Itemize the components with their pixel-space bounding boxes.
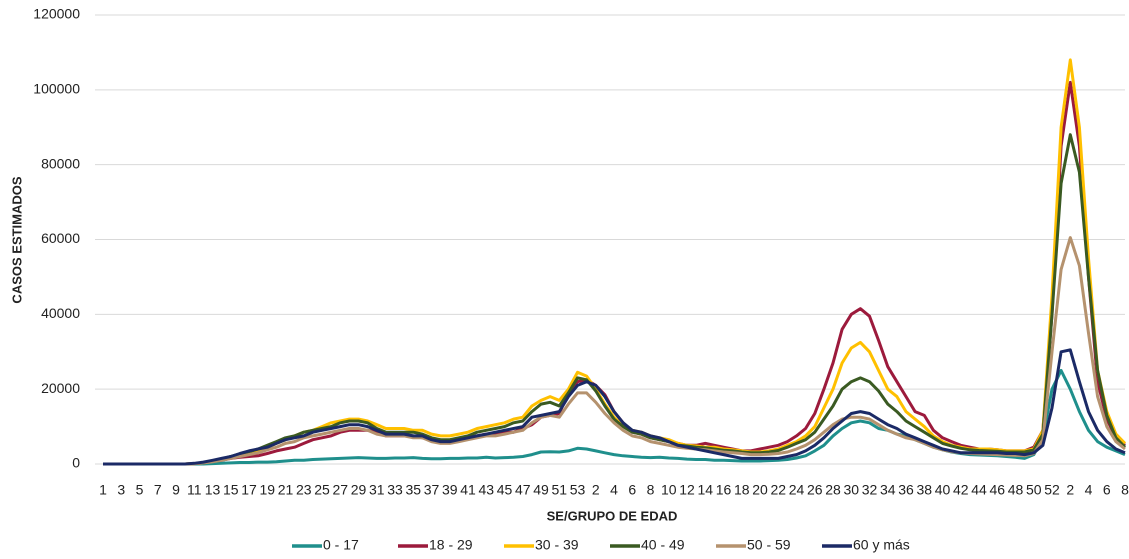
x-axis-title: SE/GRUPO DE EDAD: [547, 508, 678, 523]
x-tick-label: 45: [497, 482, 513, 498]
x-tick-label: 8: [647, 482, 655, 498]
x-tick-label: 4: [610, 482, 618, 498]
x-tick-label: 43: [478, 482, 494, 498]
x-tick-label: 6: [628, 482, 636, 498]
x-tick-label: 4: [1085, 482, 1093, 498]
x-tick-label: 7: [154, 482, 162, 498]
legend-label: 60 y más: [853, 537, 910, 553]
x-tick-label: 16: [716, 482, 732, 498]
x-tick-label: 26: [807, 482, 823, 498]
x-tick-label: 9: [172, 482, 180, 498]
x-tick-label: 24: [789, 482, 805, 498]
x-tick-label: 39: [442, 482, 458, 498]
x-tick-label: 36: [898, 482, 914, 498]
x-tick-label: 40: [935, 482, 951, 498]
x-tick-label: 2: [592, 482, 600, 498]
x-tick-label: 11: [187, 482, 202, 498]
x-tick-label: 1: [99, 482, 107, 498]
x-tick-label: 10: [661, 482, 677, 498]
x-tick-label: 20: [752, 482, 768, 498]
x-tick-label: 22: [770, 482, 786, 498]
series-line: [103, 348, 1126, 466]
x-tick-label: 18: [734, 482, 750, 498]
legend-label: 30 - 39: [535, 537, 579, 553]
x-tick-label: 47: [515, 482, 531, 498]
x-tick-label: 38: [916, 482, 932, 498]
x-tick-label: 12: [679, 482, 695, 498]
x-tick-label: 48: [1008, 482, 1024, 498]
x-tick-label: 53: [570, 482, 586, 498]
series-line: [103, 58, 1127, 466]
x-tick-label: 27: [332, 482, 348, 498]
x-tick-label: 13: [205, 482, 221, 498]
x-tick-label: 42: [953, 482, 969, 498]
x-tick-label: 34: [880, 482, 896, 498]
x-tick-label: 44: [971, 482, 987, 498]
x-tick-label: 50: [1026, 482, 1042, 498]
legend-label: 50 - 59: [747, 537, 791, 553]
y-tick-label: 0: [72, 455, 80, 471]
x-tick-label: 46: [989, 482, 1005, 498]
x-tick-label: 33: [387, 482, 403, 498]
x-tick-label: 31: [369, 482, 385, 498]
x-tick-label: 6: [1103, 482, 1111, 498]
y-tick-label: 100000: [33, 81, 80, 97]
series-line: [103, 236, 1126, 466]
legend-label: 18 - 29: [429, 537, 473, 553]
y-tick-label: 40000: [41, 305, 80, 321]
x-tick-label: 23: [296, 482, 312, 498]
x-tick-label: 2: [1066, 482, 1074, 498]
x-tick-label: 28: [825, 482, 841, 498]
x-tick-label: 32: [862, 482, 878, 498]
x-tick-label: 8: [1121, 482, 1129, 498]
x-tick-label: 17: [241, 482, 257, 498]
x-tick-label: 37: [424, 482, 440, 498]
x-tick-label: 25: [314, 482, 330, 498]
series-line: [103, 133, 1127, 466]
x-tick-label: 3: [117, 482, 125, 498]
x-tick-label: 29: [351, 482, 367, 498]
y-axis-title: CASOS ESTIMADOS: [9, 176, 24, 303]
legend-label: 40 - 49: [641, 537, 685, 553]
x-tick-label: 49: [533, 482, 549, 498]
x-tick-label: 19: [259, 482, 275, 498]
x-tick-label: 52: [1044, 482, 1060, 498]
x-tick-label: 41: [460, 482, 476, 498]
x-tick-label: 51: [551, 482, 567, 498]
y-tick-label: 80000: [41, 155, 80, 171]
x-tick-label: 30: [843, 482, 859, 498]
x-tick-label: 5: [136, 482, 144, 498]
y-tick-label: 120000: [33, 6, 80, 22]
y-tick-label: 20000: [41, 380, 80, 396]
x-tick-label: 14: [697, 482, 713, 498]
x-tick-label: 21: [278, 482, 294, 498]
series-line: [103, 80, 1126, 466]
x-tick-label: 15: [223, 482, 239, 498]
legend-label: 0 - 17: [323, 537, 359, 553]
x-tick-label: 35: [405, 482, 421, 498]
y-tick-label: 60000: [41, 230, 80, 246]
